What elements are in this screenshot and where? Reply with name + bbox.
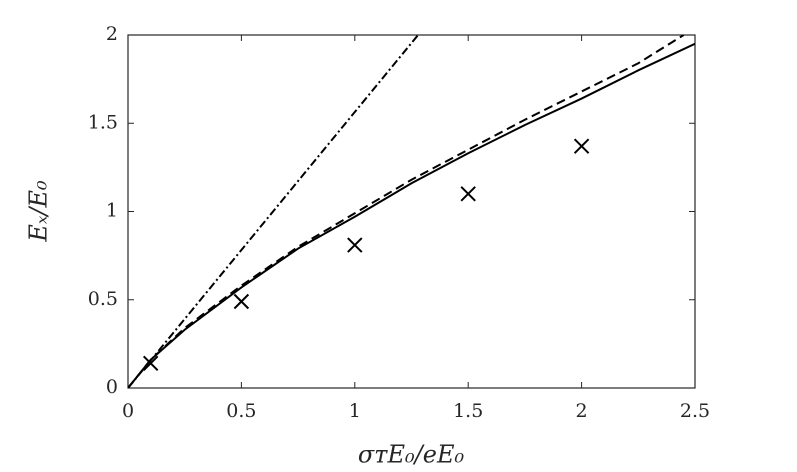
plot-frame	[127, 34, 696, 389]
x-tick-label: 0.5	[226, 400, 256, 422]
data-point	[573, 138, 590, 154]
y-tick-label: 0	[106, 376, 118, 398]
x-tick-label: 1	[349, 400, 361, 422]
data-point	[460, 186, 476, 202]
x-tick-label: 2	[576, 400, 588, 422]
y-axis-label: Eₓ/E₀	[25, 180, 53, 243]
y-tick-label: 2	[106, 23, 118, 45]
x-tick-label: 0	[122, 400, 134, 422]
line-series	[128, 42, 695, 388]
data-point	[142, 355, 159, 371]
y-tick-label: 1	[106, 200, 118, 222]
y-tick-label: 1.5	[88, 111, 118, 133]
y-tick-label: 0.5	[88, 288, 118, 310]
x-tick-label: 1.5	[453, 400, 483, 422]
x-axis-label: σᴛE₀/eE₀	[358, 441, 465, 469]
line-series	[128, 35, 685, 388]
line-series	[128, 35, 419, 388]
data-point	[233, 293, 250, 310]
data-point	[347, 237, 363, 253]
x-tick-label: 2.5	[680, 400, 710, 422]
